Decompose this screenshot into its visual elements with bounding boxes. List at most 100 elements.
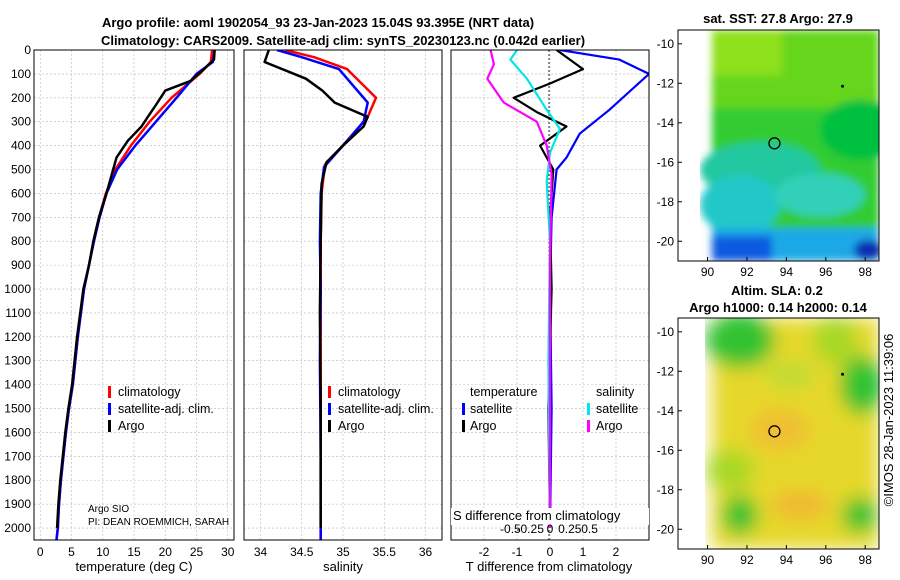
lon-tick-label: 94	[780, 553, 794, 567]
depth-tick-label: 0	[24, 43, 31, 57]
lon-tick-label: 94	[780, 265, 794, 279]
depth-tick-label: 500	[11, 163, 31, 177]
x-tick-label: 10	[96, 545, 110, 559]
depth-tick-label: 1300	[4, 354, 31, 368]
temperature-grid	[34, 49, 234, 540]
salinity-legend: climatology satellite-adj. clim. Argo	[328, 385, 434, 433]
legend-sal-satellite: satellite	[596, 402, 638, 416]
lat-tick-label: -10	[657, 325, 675, 339]
legend-swatch-argo	[328, 420, 331, 432]
difference-xlabel: T difference from climatology	[466, 559, 633, 574]
series-argo	[263, 50, 369, 528]
x-tick-label: 5	[68, 545, 75, 559]
sla-map-panel: Altim. SLA: 0.2 Argo h1000: 0.14 h2000: …	[657, 283, 880, 567]
secondary-tick-label: 0.5	[581, 522, 598, 536]
difference-panel: -2 -1 0 1 2 T difference from climatology S …	[450, 49, 650, 574]
lat-tick-label: -16	[657, 155, 675, 169]
depth-tick-label: 1700	[4, 449, 31, 463]
x-tick-label: 34	[254, 545, 268, 559]
argo-institution-note: Argo SIO	[88, 504, 129, 515]
secondary-xlabel: S difference from climatology	[453, 508, 621, 523]
temperature-series	[55, 50, 216, 540]
legend-temp-satellite: satellite	[470, 402, 512, 416]
lat-tick-label: -20	[657, 234, 675, 248]
temperature-panel: 0100200300400500600700800900100011001200…	[4, 43, 234, 574]
island-marker	[841, 372, 845, 376]
difference-legend: temperature salinity satellite Argo sate…	[462, 385, 638, 433]
x-tick-label: 25	[190, 545, 204, 559]
legend-temp-argo: Argo	[470, 419, 496, 433]
lat-tick-label: -18	[657, 483, 675, 497]
figure-title-line2: Climatology: CARS2009. Satellite-adj cli…	[101, 33, 585, 48]
sla-field	[705, 318, 879, 549]
lon-tick-label: 98	[859, 553, 873, 567]
legend-swatch-climatology	[108, 386, 111, 398]
lon-tick-label: 90	[701, 265, 715, 279]
x-tick-label: -2	[479, 545, 490, 559]
sst-map-panel: sat. SST: 27.8 Argo: 27.9 90 92 94 96 98 -10 -…	[657, 11, 880, 279]
lon-tick-label: 96	[819, 265, 833, 279]
lat-tick-label: -12	[657, 76, 675, 90]
sst-field	[700, 30, 879, 261]
salinity-axes-frame	[243, 49, 443, 541]
series-satellite-adj-clim	[276, 50, 369, 540]
depth-tick-label: 600	[11, 186, 31, 200]
island-marker	[841, 84, 845, 88]
lat-tick-label: -12	[657, 364, 675, 378]
salinity-series	[263, 50, 378, 540]
depth-tick-label: 300	[11, 115, 31, 129]
depth-tick-label: 1400	[4, 378, 31, 392]
legend-climatology: climatology	[118, 385, 181, 399]
legend-argo: Argo	[118, 419, 144, 433]
argo-pi-note: PI: DEAN ROEMMICH, SARAH	[88, 517, 229, 528]
lat-tick-label: -14	[657, 404, 675, 418]
x-tick-label: 2	[613, 545, 620, 559]
legend-climatology: climatology	[338, 385, 401, 399]
temperature-tick-labels: 0 5 10 15 20 25 30	[37, 545, 235, 559]
series-satellite-adj-clim	[55, 50, 216, 540]
salinity-xlabel: salinity	[323, 559, 363, 574]
sst-map-title: sat. SST: 27.8 Argo: 27.9	[703, 11, 853, 26]
lon-tick-label: 98	[859, 265, 873, 279]
legend-satellite: satellite-adj. clim.	[118, 402, 214, 416]
x-tick-label: 34.5	[290, 545, 314, 559]
lat-tick-label: -16	[657, 443, 675, 457]
legend-sal-argo: Argo	[596, 419, 622, 433]
lat-tick-label: -10	[657, 37, 675, 51]
sla-map-frame	[677, 317, 880, 550]
figure-title-line1: Argo profile: aoml 1902054_93 23-Jan-202…	[102, 15, 534, 30]
x-tick-label: 15	[127, 545, 141, 559]
difference-series	[486, 50, 649, 529]
depth-tick-label: 1600	[4, 425, 31, 439]
argo-position-marker	[768, 425, 781, 438]
x-tick-label: 36	[419, 545, 433, 559]
legend-satellite: satellite-adj. clim.	[338, 402, 434, 416]
x-tick-label: 0	[37, 545, 44, 559]
depth-tick-label: 100	[11, 67, 31, 81]
secondary-tick-label: 0.25	[558, 522, 582, 536]
secondary-axis-backdrop	[451, 508, 649, 525]
x-tick-label: 1	[580, 545, 587, 559]
difference-axes-frame	[450, 49, 650, 541]
depth-tick-label: 1800	[4, 473, 31, 487]
x-tick-label: 30	[221, 545, 235, 559]
depth-tick-label: 400	[11, 139, 31, 153]
lon-tick-label: 92	[740, 553, 754, 567]
temperature-xlabel: temperature (deg C)	[75, 559, 192, 574]
lat-tick-label: -14	[657, 116, 675, 130]
lat-tick-label: -18	[657, 195, 675, 209]
lat-tick-label: -20	[657, 522, 675, 536]
salinity-grid	[244, 49, 442, 540]
salinity-tick-labels: 34 34.5 35 35.5 36	[254, 545, 433, 559]
sla-map-title: Altim. SLA: 0.2	[731, 283, 823, 298]
depth-tick-label: 1100	[5, 306, 31, 320]
x-tick-label: 20	[159, 545, 173, 559]
sst-map-ticks: 90 92 94 96 98 -10 -12 -14 -16 -18 -20	[657, 37, 873, 279]
legend-swatch-temp-satellite	[462, 403, 465, 415]
secondary-tick-label: 0	[547, 522, 554, 536]
legend-swatch-sal-argo	[587, 420, 590, 432]
legend-title-temperature: temperature	[470, 385, 537, 399]
secondary-tick-label: -0.5	[500, 522, 521, 536]
sla-map-subtitle: Argo h1000: 0.14 h2000: 0.14	[689, 300, 868, 315]
